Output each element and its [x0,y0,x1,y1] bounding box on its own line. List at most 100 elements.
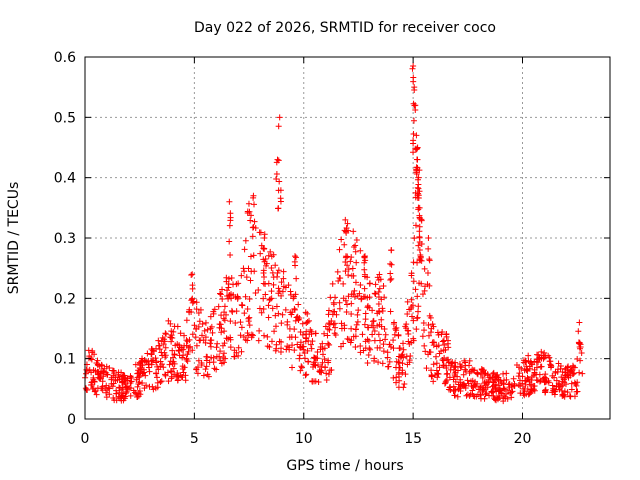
data-point [439,356,446,363]
data-point [246,314,253,321]
data-point [159,361,166,368]
data-point [106,364,113,371]
data-point [490,393,497,400]
data-point [410,259,417,266]
data-point [464,377,471,384]
data-point [118,393,125,400]
data-point [249,233,256,240]
data-point [221,317,228,324]
data-point [443,330,450,337]
data-point [98,368,105,375]
data-point [528,386,535,393]
data-point [342,268,349,275]
data-point [400,384,407,391]
data-point [421,342,428,349]
data-point [162,330,169,337]
data-point [443,371,450,378]
data-point [542,387,549,394]
data-point [338,236,345,243]
data-point [284,343,291,350]
data-point [233,308,240,315]
data-point [343,308,350,315]
data-point [444,370,451,377]
data-point [296,344,303,351]
data-point [105,384,112,391]
data-point [412,222,419,229]
data-point [170,354,177,361]
data-point [247,217,254,224]
x-tick-labels: 0 5 10 15 20 [81,431,532,447]
data-point [110,380,117,387]
data-point [454,393,461,400]
data-point [278,279,285,286]
data-point [469,377,476,384]
data-point [321,345,328,352]
data-point [166,361,173,368]
data-point [153,370,160,377]
data-point [261,235,268,241]
data-point [360,293,367,300]
data-point [280,275,287,282]
data-point [170,371,177,378]
data-point [421,265,428,272]
data-point [244,337,251,344]
data-point [411,84,418,91]
data-point [224,287,231,294]
data-point [198,332,205,339]
axis-ticks [84,56,610,420]
data-point [460,371,467,378]
data-point [221,328,228,335]
data-point [176,352,183,359]
data-point [244,305,251,312]
data-point [289,342,296,349]
data-point [202,319,209,326]
y-tick-label: 0.6 [54,50,76,66]
data-point [292,262,299,269]
data-point [287,309,294,316]
data-point [368,322,375,329]
data-point [422,348,429,355]
data-point [135,381,142,388]
data-point [191,322,198,329]
data-point [165,378,172,385]
data-point [258,309,265,316]
data-point [255,286,262,293]
data-point [213,353,220,360]
data-point [225,275,232,282]
data-point [113,390,120,397]
data-point [286,334,293,341]
data-point [425,235,432,241]
data-point [479,374,486,381]
data-point [576,319,583,326]
data-point [210,310,217,317]
data-point [384,363,391,370]
data-point [279,311,286,318]
data-point [257,229,264,236]
data-point [561,388,568,395]
data-point [470,367,477,374]
data-point [241,246,248,253]
data-point [155,366,162,373]
data-point [251,201,258,208]
data-point [278,338,285,345]
y-tick-label: 0.5 [54,110,76,126]
data-point [410,140,417,147]
data-point [426,256,433,263]
data-point [439,338,446,345]
data-point [260,295,267,302]
data-point [353,259,360,266]
data-point [348,311,355,318]
data-point [180,346,187,353]
data-point [425,321,432,328]
data-point [218,329,225,336]
data-point [168,375,175,382]
data-point [470,392,477,399]
data-point [302,331,309,338]
data-point [353,321,360,328]
data-point [413,326,420,333]
data-point [400,346,407,353]
data-point [364,324,371,331]
data-point [413,315,420,322]
data-point [344,301,351,308]
data-point [461,357,468,364]
